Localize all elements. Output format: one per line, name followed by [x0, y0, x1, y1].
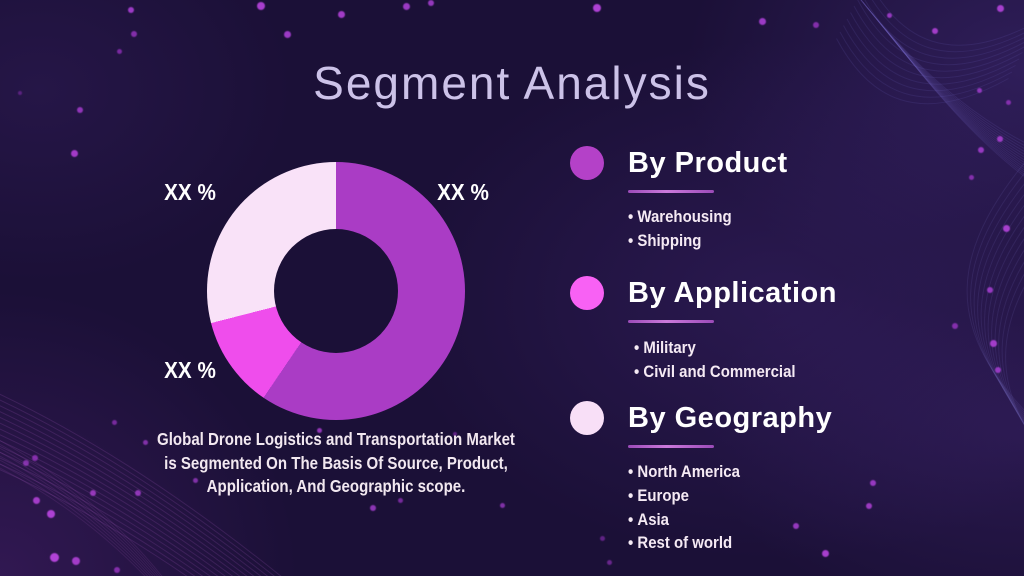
legend-underline	[628, 445, 714, 448]
segment-label-application: XX %	[164, 357, 216, 383]
legend-item: Military	[634, 336, 928, 360]
legend-title-geography: By Geography	[628, 402, 833, 434]
chart-description-line: Global Drone Logistics and Transportatio…	[157, 429, 515, 449]
legend-item: Europe	[628, 484, 927, 508]
donut-chart-hole	[274, 229, 398, 353]
legend-item: Asia	[628, 508, 927, 532]
legend-items-geography: North America Europe Asia Rest of world	[628, 460, 968, 555]
legend-item: Warehousing	[628, 205, 927, 229]
donut-chart	[207, 162, 465, 420]
chart-description-line: Application, And Geographic scope.	[206, 476, 466, 496]
chart-description-line: is Segmented On The Basis Of Source, Pro…	[164, 452, 508, 473]
legend-swatch-geography	[570, 401, 604, 435]
legend-item: North America	[628, 460, 927, 484]
legend-items-product: Warehousing Shipping	[628, 205, 968, 253]
legend-swatch-application	[570, 276, 604, 310]
segment-label-geography: XX %	[164, 179, 216, 205]
segment-label-product: XX %	[437, 179, 489, 205]
legend-underline	[628, 320, 714, 323]
page-title: Segment Analysis	[313, 57, 711, 109]
legend-item: Rest of world	[628, 531, 927, 555]
legend-items-application: Military Civil and Commercial	[628, 336, 968, 384]
legend-underline	[628, 190, 714, 193]
legend-item: Civil and Commercial	[634, 360, 928, 384]
legend-item: Shipping	[628, 229, 927, 253]
legend-title-product: By Product	[628, 147, 788, 179]
legend-title-application: By Application	[628, 277, 837, 309]
legend-swatch-product	[570, 146, 604, 180]
chart-description: Global Drone Logistics and Transportatio…	[116, 428, 556, 499]
